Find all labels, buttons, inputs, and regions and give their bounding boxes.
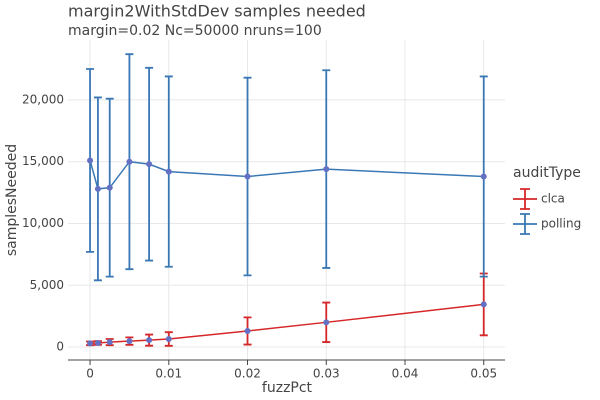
point (165, 335, 172, 342)
chart-subtitle: margin=0.02 Nc=50000 nruns=100 (68, 23, 322, 39)
legend-icon (513, 213, 537, 235)
point (106, 184, 113, 191)
x-tick-label: 0.02 (234, 367, 261, 381)
x-tick-label: 0.01 (155, 367, 182, 381)
y-tick-label: 5,000 (30, 278, 64, 292)
y-tick-label: 15,000 (22, 154, 64, 168)
y-axis-label: samplesNeeded (4, 144, 20, 256)
x-tick-label: 0 (86, 367, 94, 381)
point (106, 339, 113, 346)
point (146, 161, 153, 168)
point (126, 338, 133, 345)
y-tick-label: 0 (56, 340, 64, 354)
point (87, 157, 94, 164)
point (244, 327, 251, 334)
point (126, 158, 133, 165)
y-tick-label: 10,000 (22, 216, 64, 230)
legend-icon (513, 188, 537, 210)
point (94, 339, 101, 346)
point (323, 166, 330, 173)
chart-title: margin2WithStdDev samples needed (68, 2, 366, 21)
point (87, 340, 94, 347)
point (480, 301, 487, 308)
point (244, 173, 251, 180)
x-tick-label: 0.05 (470, 367, 497, 381)
point (480, 173, 487, 180)
point (94, 185, 101, 192)
point (323, 319, 330, 326)
x-tick-label: 0.03 (313, 367, 340, 381)
y-tick-label: 20,000 (22, 92, 64, 106)
x-axis-label: fuzzPct (262, 380, 313, 396)
x-tick-label: 0.04 (392, 367, 419, 381)
legend-title: auditType (513, 165, 581, 181)
legend-label: clca (541, 192, 565, 206)
legend-label: polling (541, 217, 581, 231)
point (146, 337, 153, 344)
point (165, 168, 172, 175)
